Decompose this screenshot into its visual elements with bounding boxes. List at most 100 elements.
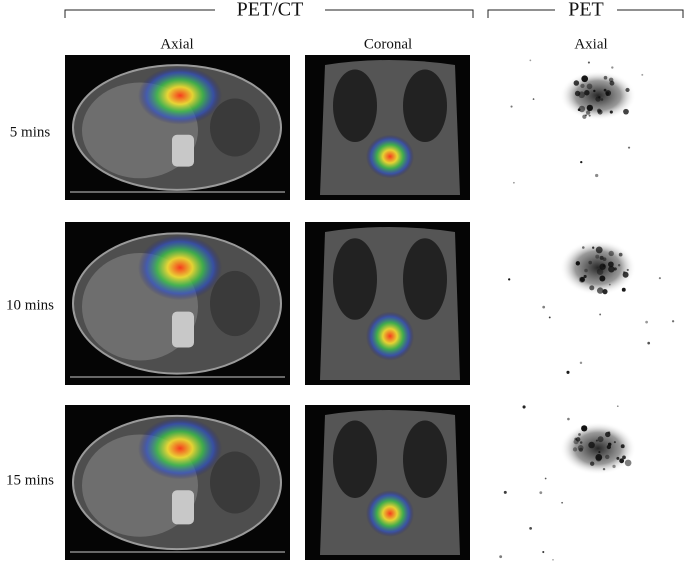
- uptake-spot: [671, 320, 675, 323]
- uptake-spot: [529, 527, 532, 530]
- uptake-spot: [597, 436, 604, 443]
- uptake-spot: [595, 455, 602, 462]
- uptake-spot: [588, 114, 591, 117]
- uptake-spot: [586, 83, 593, 90]
- uptake-spot: [589, 285, 595, 291]
- lung: [403, 69, 447, 142]
- coronal-fusion-image: [305, 55, 470, 200]
- uptake-spot: [600, 98, 604, 101]
- axial-fusion-image: [65, 55, 290, 200]
- uptake-spot: [572, 447, 578, 452]
- uptake-spot: [611, 66, 614, 69]
- uptake-spot: [513, 181, 515, 184]
- uptake-spot: [582, 114, 587, 119]
- uptake-spot: [598, 451, 601, 454]
- lung: [403, 420, 447, 498]
- uptake-spot: [595, 453, 603, 461]
- row-label: 10 mins: [6, 297, 54, 313]
- group-label: PET: [568, 0, 604, 21]
- uptake-spot: [599, 255, 604, 260]
- column-label: Coronal: [364, 36, 412, 52]
- uptake-spot: [599, 275, 606, 282]
- uptake-spot: [575, 437, 581, 442]
- uptake-spot: [583, 274, 587, 279]
- uptake-spot: [605, 454, 610, 460]
- uptake-spot: [602, 467, 606, 471]
- lung: [333, 69, 377, 142]
- uptake-spot: [588, 260, 592, 265]
- pet-image: [490, 55, 685, 200]
- uptake: [138, 417, 222, 480]
- uptake-spot: [566, 370, 570, 374]
- uptake-spot: [581, 75, 589, 83]
- column-label: Axial: [574, 36, 607, 52]
- spine: [172, 134, 194, 167]
- uptake-spot: [608, 250, 614, 257]
- uptake-spot: [596, 268, 604, 275]
- uptake-spot: [645, 320, 648, 324]
- uptake-spot: [522, 405, 526, 409]
- uptake-spot: [532, 98, 535, 100]
- uptake-spot: [597, 109, 603, 115]
- uptake-spot: [561, 501, 564, 504]
- uptake-spot: [624, 459, 632, 467]
- uptake-spot: [588, 441, 595, 449]
- uptake-spot: [577, 108, 581, 112]
- uptake-spot: [539, 491, 543, 495]
- uptake-spot: [584, 90, 590, 96]
- row-label: 5 mins: [10, 124, 51, 140]
- uptake-spot: [593, 89, 596, 93]
- uptake-spot: [542, 551, 545, 554]
- uptake-spot: [602, 289, 608, 295]
- uptake-spot: [625, 87, 630, 93]
- uptake-spot: [620, 444, 625, 449]
- uptake-spot: [595, 439, 598, 442]
- uptake-spot: [616, 456, 620, 460]
- group-label: PET/CT: [237, 0, 304, 21]
- uptake-spot: [575, 261, 581, 266]
- uptake-spot: [641, 73, 644, 76]
- axial-fusion-image: [65, 405, 290, 560]
- uptake-spot: [608, 265, 615, 273]
- uptake-spot: [622, 271, 629, 278]
- lung: [333, 420, 377, 498]
- uptake-spot: [578, 433, 581, 436]
- uptake-spot: [621, 287, 626, 292]
- uptake-spot: [626, 268, 629, 272]
- uptake-spot: [580, 83, 585, 88]
- uptake-spot: [616, 405, 619, 408]
- uptake-spot: [579, 277, 585, 282]
- uptake-spot: [579, 441, 583, 444]
- uptake-spot: [622, 455, 626, 460]
- uptake-spot: [578, 105, 586, 113]
- uptake-spot: [606, 444, 611, 450]
- uptake-spot: [587, 61, 591, 64]
- uptake: [560, 422, 636, 475]
- bracket: [64, 9, 474, 18]
- uptake-spot: [595, 96, 601, 102]
- uptake-spot: [548, 316, 551, 319]
- uptake-spot: [612, 464, 616, 469]
- lung: [403, 238, 447, 320]
- uptake-spot: [609, 80, 615, 86]
- organ: [210, 451, 260, 514]
- uptake-spot: [544, 477, 547, 480]
- uptake-spot: [577, 445, 584, 451]
- uptake-spot: [503, 490, 507, 494]
- pet-image: [490, 405, 685, 561]
- pet-image: [490, 222, 685, 385]
- uptake-spot: [580, 160, 583, 164]
- spine: [172, 311, 194, 348]
- uptake-spot: [617, 264, 621, 267]
- uptake-spot: [578, 447, 583, 452]
- column-label: Axial: [160, 36, 193, 52]
- uptake-spot: [579, 361, 583, 365]
- uptake-spot: [613, 267, 617, 271]
- uptake-spot: [603, 88, 607, 92]
- uptake-spot: [613, 441, 616, 444]
- uptake-spot: [499, 555, 503, 559]
- uptake-spot: [595, 173, 599, 178]
- uptake-spot: [658, 277, 661, 280]
- uptake-spot: [627, 146, 631, 149]
